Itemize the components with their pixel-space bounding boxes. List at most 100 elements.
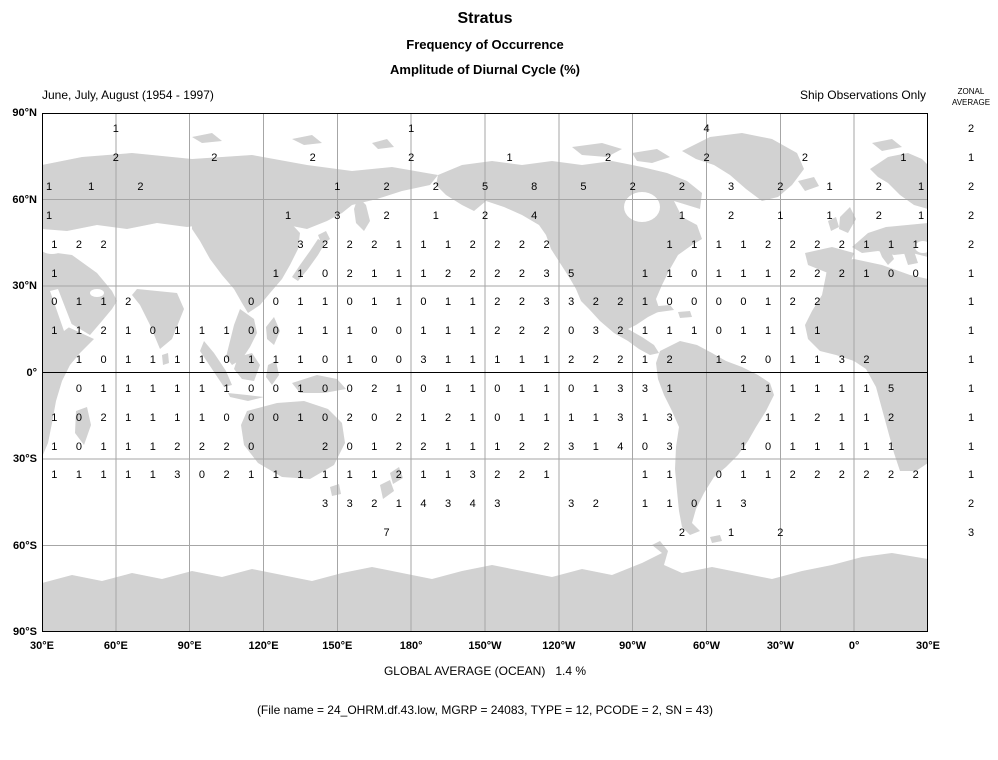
lon-tick-label: 120°E xyxy=(248,640,279,652)
grid-value: 3 xyxy=(543,296,550,309)
grid-value: 1 xyxy=(100,296,107,309)
lon-tick-label: 90°W xyxy=(619,640,647,652)
grid-value: 2 xyxy=(617,325,624,338)
grid-value: 3 xyxy=(592,325,599,338)
grid-value: 2 xyxy=(592,498,599,511)
grid-value: 1 xyxy=(469,382,476,395)
grid-value: 1 xyxy=(420,238,427,251)
lon-tick-label: 90°E xyxy=(177,640,202,652)
grid-value: 1 xyxy=(691,325,698,338)
grid-value: 1 xyxy=(863,440,870,453)
lat-tick-label: 30°S xyxy=(13,453,37,465)
grid-value: 2 xyxy=(371,382,378,395)
grid-value: 1 xyxy=(334,181,341,194)
grid-value: 1 xyxy=(445,440,452,453)
grid-value: 1 xyxy=(568,411,575,424)
lon-tick-label: 150°E xyxy=(322,640,353,652)
grid-value: 2 xyxy=(494,296,501,309)
global-average-label: GLOBAL AVERAGE (OCEAN) 1.4 % xyxy=(383,664,587,678)
grid-value: 1 xyxy=(641,498,649,511)
grid-value: 5 xyxy=(568,267,575,280)
falklands xyxy=(710,535,722,543)
grid-value: 1 xyxy=(420,469,427,482)
grid-value: 3 xyxy=(838,354,845,367)
grid-value: 2 xyxy=(518,440,525,453)
grid-value: 0 xyxy=(691,296,698,309)
zonal-average-value: 1 xyxy=(967,152,975,165)
grid-value: 1 xyxy=(445,469,452,482)
grid-value: 3 xyxy=(728,181,735,194)
grid-value: 1 xyxy=(666,267,673,280)
grid-value: 2 xyxy=(814,411,821,424)
grid-value: 0 xyxy=(420,296,427,309)
iceland xyxy=(798,177,819,191)
grid-value: 1 xyxy=(641,325,649,338)
zonal-average-value: 2 xyxy=(967,181,975,194)
grid-value: 1 xyxy=(826,181,833,194)
grid-value: 3 xyxy=(740,498,747,511)
grid-value: 3 xyxy=(543,267,550,280)
grid-value: 1 xyxy=(297,296,304,309)
grid-value: 2 xyxy=(346,267,353,280)
grid-value: 1 xyxy=(666,382,673,395)
grid-value: 0 xyxy=(494,382,501,395)
grid-value: 2 xyxy=(112,152,119,165)
grid-value: 2 xyxy=(321,238,329,251)
lon-tick-label: 150°W xyxy=(468,640,502,652)
grid-value: 3 xyxy=(321,498,329,511)
grid-value: 1 xyxy=(75,325,82,338)
grid-value: 0 xyxy=(395,325,402,338)
zonal-average-value: 2 xyxy=(967,498,975,511)
grid-value: 0 xyxy=(691,498,698,511)
grid-value: 3 xyxy=(174,469,181,482)
grid-value: 2 xyxy=(371,238,378,251)
grid-value: 1 xyxy=(51,325,58,338)
grid-value: 5 xyxy=(481,181,489,194)
grid-value: 1 xyxy=(346,469,353,482)
grid-value: 1 xyxy=(272,354,279,367)
grid-value: 1 xyxy=(641,296,649,309)
grid-value: 2 xyxy=(174,440,181,453)
grid-value: 0 xyxy=(912,267,919,280)
grid-value: 0 xyxy=(321,411,329,424)
grid-value: 2 xyxy=(801,152,808,165)
black-sea-east xyxy=(42,240,64,254)
grid-value: 4 xyxy=(469,498,476,511)
grid-value: 1 xyxy=(764,325,772,338)
zonal-average-value: 2 xyxy=(967,238,975,251)
grid-value: 2 xyxy=(777,527,784,540)
scandinavia xyxy=(870,153,928,209)
grid-value: 1 xyxy=(469,440,476,453)
grid-value: 0 xyxy=(223,354,230,367)
grid-value: 1 xyxy=(125,440,132,453)
lon-tick-label: 30°E xyxy=(916,640,940,652)
grid-value: 1 xyxy=(420,267,427,280)
grid-value: 1 xyxy=(764,382,772,395)
grid-value: 3 xyxy=(617,411,624,424)
grid-value: 1 xyxy=(777,209,784,222)
grid-value: 1 xyxy=(51,267,58,280)
grid-value: 1 xyxy=(125,411,132,424)
madagascar xyxy=(75,407,91,445)
grid-value: 1 xyxy=(715,267,722,280)
grid-value: 0 xyxy=(764,440,772,453)
grid-value: 0 xyxy=(75,382,82,395)
zonal-average-value: 1 xyxy=(967,267,975,280)
grid-value: 1 xyxy=(149,411,156,424)
grid-value: 1 xyxy=(346,325,353,338)
grid-value: 2 xyxy=(912,469,919,482)
grid-value: 1 xyxy=(715,238,722,251)
grid-value: 0 xyxy=(494,411,501,424)
caspian-sea xyxy=(82,236,98,266)
grid-value: 2 xyxy=(838,238,845,251)
grid-value: 1 xyxy=(715,354,722,367)
hispaniola xyxy=(678,311,692,318)
grid-value: 1 xyxy=(838,440,845,453)
grid-value: 0 xyxy=(248,411,255,424)
grid-value: 4 xyxy=(703,123,710,136)
grid-value: 4 xyxy=(420,498,427,511)
grid-value: 2 xyxy=(100,238,107,251)
grid-value: 2 xyxy=(814,296,821,309)
grid-value: 2 xyxy=(888,411,895,424)
page-title: Stratus xyxy=(457,10,513,27)
